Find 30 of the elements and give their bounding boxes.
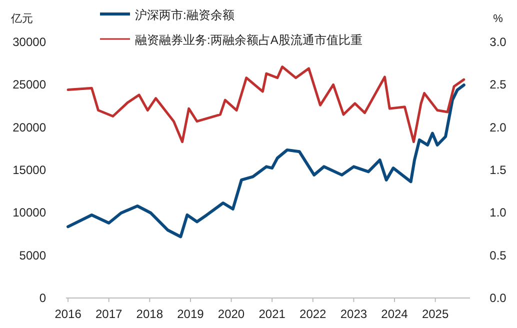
x-tick-label: 2024: [381, 307, 408, 321]
x-tick-label: 2018: [136, 307, 164, 321]
line-series: [66, 84, 466, 238]
x-tick-label: 2019: [177, 307, 204, 321]
x-tick-label: 2016: [54, 307, 82, 321]
y2-tick-label: 0.5: [490, 248, 507, 262]
y2-tick-label: 0.0: [490, 291, 507, 305]
x-tick-label: 2017: [95, 307, 123, 321]
x-tick-label: 2022: [300, 307, 327, 321]
y2-tick-label: 2.0: [490, 120, 507, 134]
legend-label: 沪深两市:融资余额: [135, 8, 234, 22]
y-tick-label: 10000: [12, 206, 46, 220]
y-tick-label: 5000: [19, 248, 46, 262]
y-tick-label: 15000: [12, 163, 46, 177]
x-tick-label: 2023: [340, 307, 368, 321]
y2-tick-label: 1.0: [490, 206, 507, 220]
y-axis-title: 亿元: [10, 13, 33, 25]
line-series: [66, 66, 466, 144]
y-tick-label: 30000: [12, 35, 46, 49]
y2-tick-label: 1.5: [490, 163, 507, 177]
y-tick-label: 25000: [12, 78, 46, 92]
y2-tick-label: 2.5: [490, 78, 507, 92]
x-tick-label: 2020: [218, 307, 245, 321]
x-tick-label: 2025: [422, 307, 449, 321]
y-tick-label: 0: [39, 291, 46, 305]
y2-tick-label: 3.0: [490, 35, 507, 49]
legend-label: 融资融券业务:两融余额占A股流通市值比重: [135, 33, 362, 47]
y2-axis-title: %: [493, 13, 504, 25]
y-tick-label: 20000: [12, 120, 46, 134]
x-tick-label: 2021: [258, 307, 286, 321]
